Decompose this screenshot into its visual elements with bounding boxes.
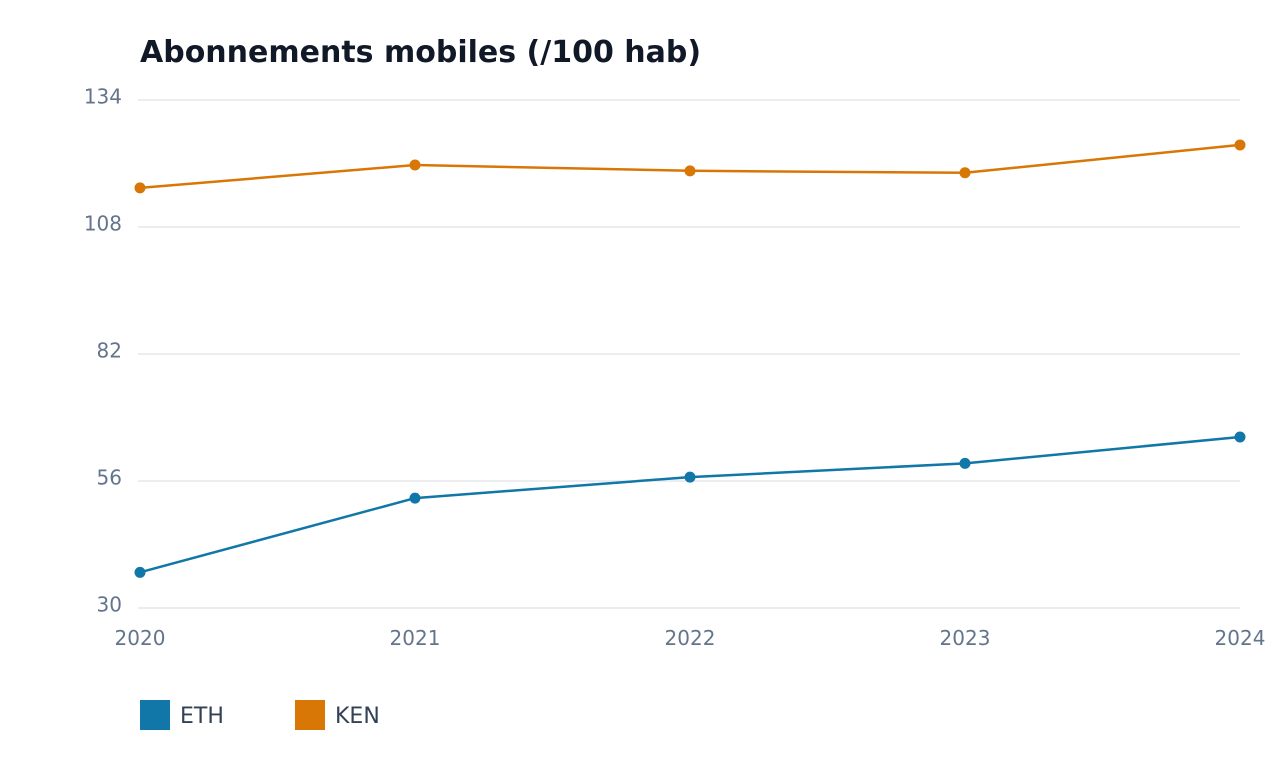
data-point xyxy=(409,492,421,504)
y-tick-label: 108 xyxy=(84,212,122,236)
y-tick-label: 56 xyxy=(97,466,122,490)
series-lines xyxy=(134,139,1246,578)
legend-swatch xyxy=(140,700,170,730)
legend-label: KEN xyxy=(335,704,380,729)
legend: ETH KEN xyxy=(140,700,380,730)
y-tick-label: 30 xyxy=(97,593,122,617)
x-tick-label: 2021 xyxy=(390,626,441,650)
x-tick-label: 2023 xyxy=(940,626,991,650)
data-point xyxy=(684,165,696,177)
legend-item-eth: ETH xyxy=(140,700,224,730)
data-point xyxy=(134,182,146,194)
data-point xyxy=(959,457,971,469)
x-tick-label: 2020 xyxy=(115,626,166,650)
gridlines xyxy=(138,99,1240,609)
legend-label: ETH xyxy=(180,704,224,729)
data-point xyxy=(409,159,421,171)
y-tick-label: 82 xyxy=(97,339,122,363)
series-ken xyxy=(134,139,1246,194)
data-point xyxy=(684,471,696,483)
legend-swatch xyxy=(295,700,325,730)
series-eth xyxy=(134,431,1246,578)
x-axis-ticks: 2020 2021 2022 2023 2024 xyxy=(115,626,1266,650)
data-point xyxy=(1234,431,1246,443)
data-point xyxy=(959,167,971,179)
series-line xyxy=(138,435,1242,574)
chart-title: Abonnements mobiles (/100 hab) xyxy=(140,35,701,70)
y-axis-ticks: 30 56 82 108 134 xyxy=(84,85,122,617)
legend-item-ken: KEN xyxy=(295,700,380,730)
x-tick-label: 2022 xyxy=(665,626,716,650)
y-tick-label: 134 xyxy=(84,85,122,109)
data-point xyxy=(1234,139,1246,151)
x-tick-label: 2024 xyxy=(1215,626,1266,650)
data-point xyxy=(134,566,146,578)
